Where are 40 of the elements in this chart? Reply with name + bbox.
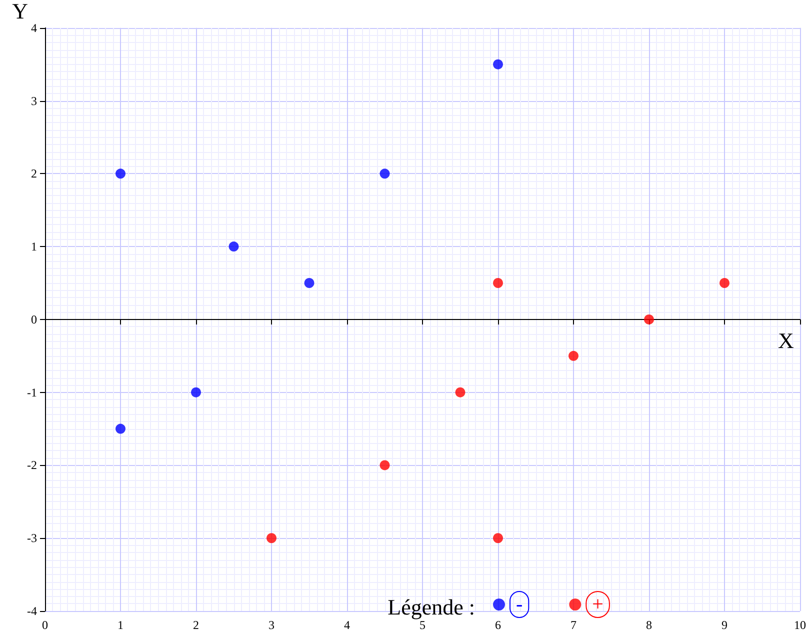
x-tick-label: 10 bbox=[794, 618, 806, 631]
point bbox=[116, 424, 126, 434]
x-tick-label: 1 bbox=[118, 618, 124, 631]
y-tick-label: 3 bbox=[31, 94, 37, 108]
y-tick-label: 2 bbox=[31, 166, 37, 181]
point bbox=[191, 387, 201, 398]
point bbox=[644, 314, 654, 324]
point bbox=[228, 242, 239, 252]
y-tick-label: -4 bbox=[27, 604, 37, 618]
point bbox=[455, 387, 466, 398]
point bbox=[266, 533, 276, 544]
point bbox=[116, 168, 126, 179]
point bbox=[720, 278, 730, 288]
legend-label: - bbox=[516, 594, 523, 616]
x-tick-label: 4 bbox=[344, 618, 350, 631]
x-tick-label: 7 bbox=[570, 618, 576, 631]
x-tick-label: 9 bbox=[722, 618, 728, 631]
point bbox=[493, 278, 503, 288]
point bbox=[380, 460, 390, 470]
x-tick-label: 3 bbox=[268, 618, 274, 631]
x-tick-label: 2 bbox=[193, 618, 199, 631]
x-tick-label: 8 bbox=[646, 618, 652, 631]
point bbox=[568, 350, 578, 361]
point bbox=[493, 59, 503, 70]
y-tick-label: -3 bbox=[27, 531, 37, 546]
point bbox=[380, 168, 390, 179]
y-tick-label: 0 bbox=[31, 312, 37, 326]
x-axis-title: X bbox=[778, 328, 794, 353]
y-tick-label: 4 bbox=[31, 20, 37, 35]
point bbox=[304, 278, 314, 288]
legend-label: + bbox=[592, 594, 604, 616]
x-tick-label: 5 bbox=[420, 618, 426, 631]
y-tick-label: -2 bbox=[27, 458, 37, 472]
x-tick-label: 6 bbox=[495, 618, 501, 631]
y-axis-title: Y bbox=[12, 0, 28, 24]
x-tick-label: 0 bbox=[42, 618, 48, 631]
y-tick-label: -1 bbox=[27, 385, 37, 400]
legend-title: Légende : bbox=[388, 594, 476, 620]
y-tick-label: 1 bbox=[31, 240, 37, 254]
point bbox=[493, 533, 503, 544]
